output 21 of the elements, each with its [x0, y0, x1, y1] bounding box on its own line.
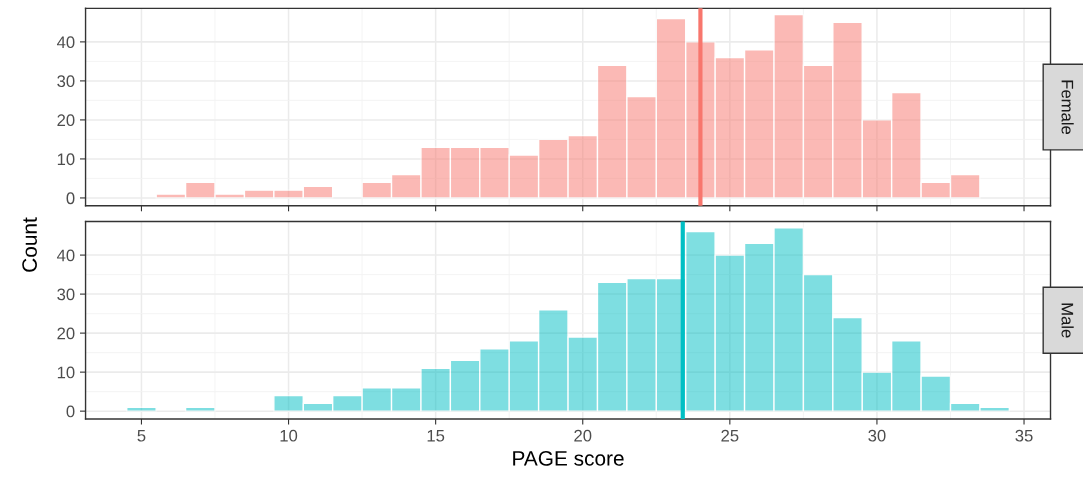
x-axis-title: PAGE score — [513, 451, 624, 466]
x-tick-label: 30 — [868, 429, 886, 442]
y-tick-label: 40 — [56, 36, 75, 49]
y-tick-label: 0 — [66, 192, 75, 205]
x-tick-label: 5 — [137, 429, 146, 442]
y-tick-label: 0 — [66, 405, 75, 418]
x-tick-label: 10 — [280, 429, 298, 442]
text: Female — [1061, 80, 1074, 135]
y-tick-label: 30 — [57, 288, 75, 301]
y-tick-label: 10 — [57, 153, 75, 166]
y-tick-label: 10 — [57, 366, 75, 379]
text: Male — [1061, 303, 1074, 338]
x-tick-label: 15 — [427, 429, 445, 442]
y-tick-label: 20 — [57, 327, 75, 340]
x-tick-label: 25 — [721, 429, 739, 442]
y-axis-title: Count — [22, 217, 37, 272]
y-tick-label: 40 — [56, 249, 75, 262]
x-tick-label: 35 — [1015, 429, 1033, 442]
y-tick-label: 30 — [57, 75, 75, 88]
x-tick-label: 20 — [574, 429, 592, 442]
y-tick-label: 20 — [57, 114, 75, 127]
